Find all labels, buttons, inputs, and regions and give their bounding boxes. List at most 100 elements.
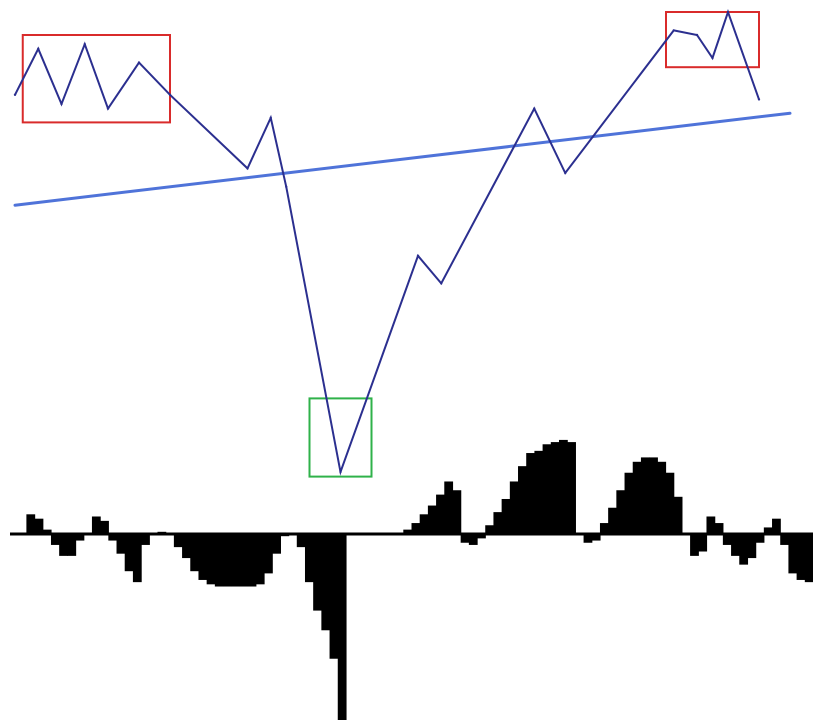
histogram-bar — [272, 534, 281, 554]
price-point — [440, 282, 443, 285]
histogram-bar — [640, 457, 650, 534]
price-point — [533, 107, 536, 110]
histogram-bar — [485, 525, 495, 534]
histogram-bar — [67, 534, 77, 556]
price-point — [285, 185, 288, 188]
histogram-bar — [337, 534, 347, 720]
histogram-bar — [34, 518, 44, 534]
price-point — [83, 43, 86, 46]
histogram-bar — [452, 490, 462, 534]
price-line — [14, 8, 760, 476]
price-point — [416, 254, 420, 257]
histogram-bar — [403, 529, 413, 534]
histogram-bar — [214, 534, 224, 587]
price-point — [726, 10, 730, 14]
bottom-chart-layer — [10, 439, 813, 720]
histogram-bar — [714, 523, 724, 534]
price-point — [13, 93, 17, 97]
histogram-bar — [624, 472, 634, 534]
histogram-bar — [419, 514, 429, 534]
histogram-bar — [124, 534, 134, 572]
histogram-bar — [550, 442, 560, 534]
histogram-bar — [59, 534, 68, 556]
histogram-bar — [141, 534, 150, 545]
price-point — [246, 167, 249, 170]
price-point — [339, 470, 342, 474]
histogram-bar — [591, 534, 601, 541]
histogram-bar — [731, 534, 740, 556]
price-point — [695, 33, 699, 37]
histogram-bar — [583, 534, 593, 543]
histogram-bar — [493, 512, 503, 534]
histogram-bar — [665, 472, 675, 534]
histogram-bar — [108, 534, 118, 541]
histogram-bar — [436, 494, 445, 534]
histogram-bar — [321, 534, 331, 631]
histogram-bar — [542, 444, 552, 534]
histogram-bar — [558, 439, 568, 534]
histogram-bar — [567, 442, 576, 534]
price-point — [757, 98, 761, 101]
histogram-bar — [132, 534, 142, 583]
histogram-bar — [116, 534, 126, 554]
price-point — [137, 61, 141, 64]
histogram-bar — [501, 498, 511, 534]
histogram-bar — [468, 534, 478, 545]
histogram-bar — [50, 534, 60, 545]
histogram-bar — [632, 461, 642, 534]
histogram-bar — [460, 534, 470, 543]
histogram-bar — [657, 461, 667, 534]
histogram-bar — [698, 534, 708, 552]
histogram-bar — [796, 534, 806, 580]
histogram-bar — [788, 534, 798, 574]
trend-line — [13, 111, 792, 207]
histogram-bar — [534, 450, 544, 534]
histogram-bar — [264, 534, 273, 574]
price-point — [37, 47, 40, 50]
histogram-bar — [706, 516, 716, 534]
histogram-bar — [755, 534, 765, 543]
histogram-bar — [313, 534, 322, 611]
histogram-bar — [100, 520, 109, 534]
histogram-bar — [231, 534, 241, 587]
histogram-bar — [42, 529, 52, 534]
histogram-bar — [206, 534, 216, 585]
price-point — [60, 102, 63, 106]
histogram-bar — [772, 518, 781, 534]
price-point — [269, 116, 272, 120]
price-point — [672, 29, 675, 32]
histogram-bar — [804, 534, 813, 583]
histogram-bar — [239, 534, 249, 587]
histogram-bar — [509, 481, 519, 534]
histogram-bar — [780, 534, 790, 545]
price-point — [564, 171, 567, 175]
highlight-box — [308, 397, 373, 478]
histogram-bar — [182, 534, 191, 559]
histogram-bar — [173, 534, 183, 548]
histogram-bar — [26, 514, 36, 534]
histogram-bar — [526, 453, 535, 534]
histogram-bar — [444, 481, 454, 534]
histogram-bar — [75, 534, 85, 541]
price-point — [711, 56, 714, 60]
histogram-bar — [296, 534, 306, 548]
histogram-bar — [649, 457, 658, 534]
histogram-bar — [616, 490, 626, 534]
price-point — [168, 93, 172, 97]
histogram-bar — [223, 534, 232, 587]
histogram-bar — [739, 534, 749, 565]
histogram-bar — [247, 534, 257, 587]
histogram-bar — [722, 534, 732, 545]
histogram-bar — [91, 516, 101, 534]
histogram-bar — [304, 534, 314, 583]
histogram-bar — [763, 527, 773, 534]
histogram-bar — [427, 505, 437, 534]
histogram-bar — [747, 534, 757, 559]
price-point — [106, 107, 110, 110]
histogram-bar — [608, 507, 617, 534]
histogram-bar — [477, 534, 486, 539]
histogram-bar — [599, 523, 609, 534]
histogram-bar — [190, 534, 200, 572]
histogram-bar — [255, 534, 265, 585]
histogram-bar — [518, 466, 527, 534]
